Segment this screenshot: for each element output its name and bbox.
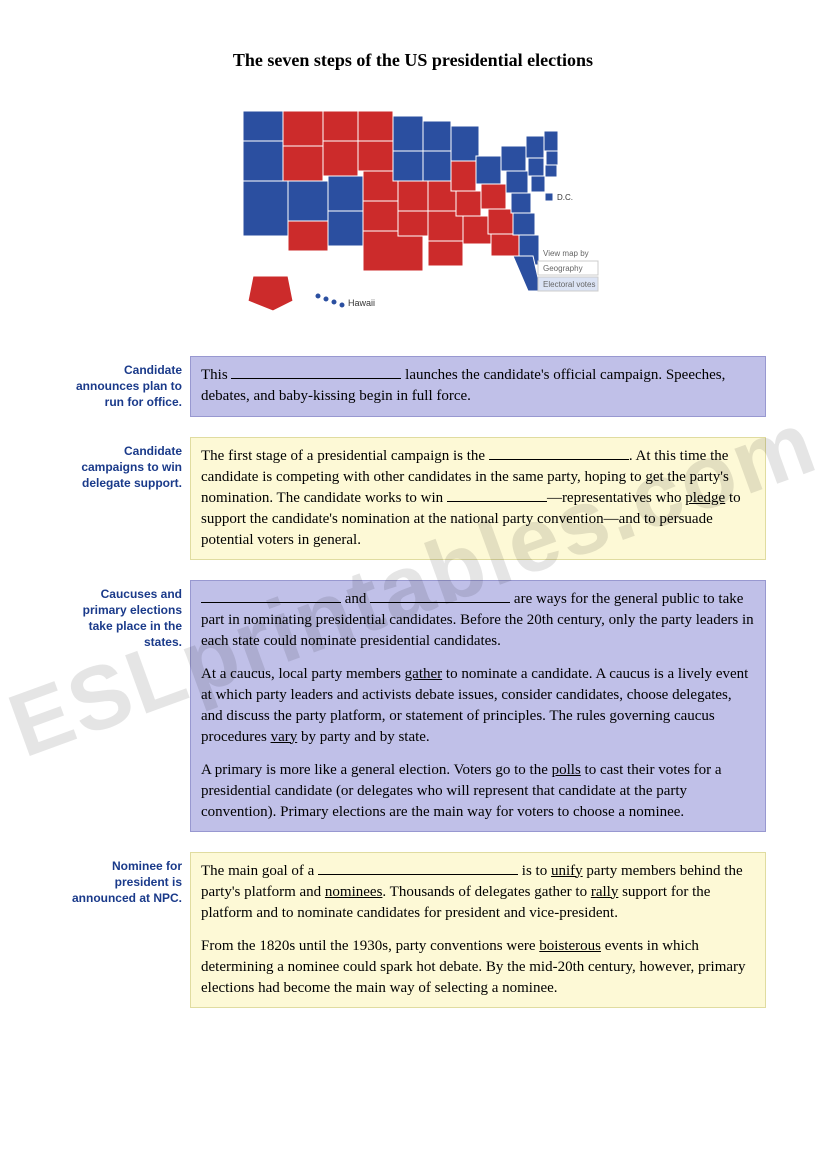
page-title: The seven steps of the US presidential e… [60, 50, 766, 71]
step-heading: Candidate announces plan to run for offi… [60, 356, 190, 417]
step-paragraph: The main goal of a is to unify party mem… [201, 861, 755, 924]
step-body: The first stage of a presidential campai… [190, 437, 766, 560]
step-heading: Nominee for president is announced at NP… [60, 852, 190, 1008]
step-paragraph: This launches the candidate's official c… [201, 365, 755, 407]
step-paragraph: At a caucus, local party members gather … [201, 664, 755, 748]
step-paragraph: A primary is more like a general electio… [201, 760, 755, 823]
step-row: Candidate campaigns to win delegate supp… [60, 437, 766, 560]
step-body: This launches the candidate's official c… [190, 356, 766, 417]
map-legend-opt2: Electoral votes [543, 280, 595, 289]
svg-text:D.C.: D.C. [557, 193, 573, 202]
step-row: Caucuses and primary elections take plac… [60, 580, 766, 832]
us-electoral-map: Hawaii D.C. View map by Geography Electo… [223, 91, 603, 321]
step-body: The main goal of a is to unify party mem… [190, 852, 766, 1008]
step-row: Candidate announces plan to run for offi… [60, 356, 766, 417]
step-body: and are ways for the general public to t… [190, 580, 766, 832]
us-map-wrap: Hawaii D.C. View map by Geography Electo… [60, 91, 766, 326]
step-heading: Candidate campaigns to win delegate supp… [60, 437, 190, 560]
step-paragraph: The first stage of a presidential campai… [201, 446, 755, 551]
step-paragraph: and are ways for the general public to t… [201, 589, 755, 652]
map-legend-title: View map by [543, 249, 589, 258]
map-legend-opt1: Geography [543, 264, 583, 273]
step-paragraph: From the 1820s until the 1930s, party co… [201, 936, 755, 999]
svg-text:Hawaii: Hawaii [348, 298, 375, 308]
step-heading: Caucuses and primary elections take plac… [60, 580, 190, 832]
step-row: Nominee for president is announced at NP… [60, 852, 766, 1008]
